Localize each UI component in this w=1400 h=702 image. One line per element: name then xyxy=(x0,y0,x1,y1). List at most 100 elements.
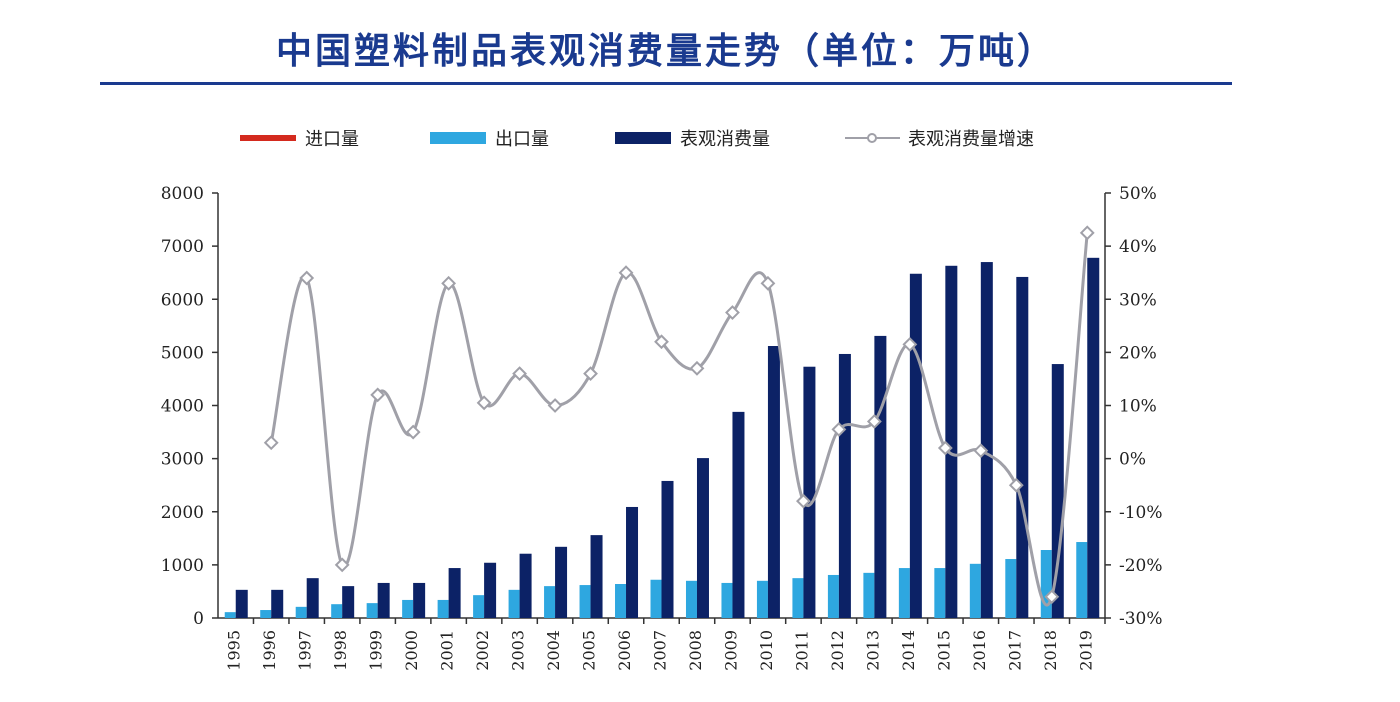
consumption-bar xyxy=(945,265,958,618)
consumption-bar xyxy=(874,335,887,618)
export-bar xyxy=(473,595,485,618)
growth-marker xyxy=(725,305,740,320)
growth-marker xyxy=(654,334,669,350)
export-bar xyxy=(437,599,449,618)
right-tick-label: 40% xyxy=(1119,237,1157,257)
legend-consumption-swatch xyxy=(615,132,671,144)
right-tick-label: 10% xyxy=(1119,397,1157,417)
growth-marker xyxy=(902,336,918,352)
consumption-bar xyxy=(980,262,993,618)
title-underline xyxy=(100,82,1232,85)
growth-marker xyxy=(583,366,598,382)
left-tick-label: 2000 xyxy=(161,503,204,523)
x-tick-label: 2015 xyxy=(934,630,953,671)
x-tick-label: 2013 xyxy=(863,630,882,671)
consumption-bar xyxy=(484,562,497,618)
right-tick-label: -10% xyxy=(1119,503,1163,523)
x-tick-label: 2019 xyxy=(1076,630,1095,671)
consumption-bar xyxy=(909,273,922,618)
right-tick-label: -30% xyxy=(1119,609,1163,629)
consumption-bar xyxy=(235,589,248,618)
consumption-bar xyxy=(1051,364,1064,618)
growth-marker xyxy=(370,387,386,403)
x-tick-label: 2000 xyxy=(402,630,421,671)
growth-marker xyxy=(299,270,315,286)
consumption-bar xyxy=(519,553,532,618)
export-bar xyxy=(650,579,662,618)
export-bar xyxy=(721,582,733,618)
x-tick-label: 2001 xyxy=(438,630,457,671)
consumption-bar xyxy=(626,506,639,618)
growth-marker xyxy=(831,421,847,437)
x-tick-label: 2012 xyxy=(828,630,847,671)
export-bar xyxy=(295,606,307,618)
growth-marker xyxy=(441,275,457,291)
right-tick-label: 0% xyxy=(1119,450,1146,470)
export-bar xyxy=(579,585,591,618)
consumption-bar xyxy=(696,458,709,618)
export-bar xyxy=(1040,550,1052,618)
x-tick-label: 1999 xyxy=(367,630,386,671)
export-bar xyxy=(1005,559,1017,618)
x-tick-label: 2009 xyxy=(721,630,740,671)
growth-marker xyxy=(476,395,492,411)
export-bar xyxy=(544,586,556,618)
left-tick-label: 5000 xyxy=(161,343,204,363)
export-bar xyxy=(827,574,839,618)
left-tick-label: 3000 xyxy=(161,450,204,470)
x-tick-label: 2010 xyxy=(757,630,776,671)
legend-growth-label: 表观消费量增速 xyxy=(908,129,1034,150)
x-tick-label: 1996 xyxy=(260,630,279,671)
growth-marker xyxy=(796,493,811,509)
consumption-bar xyxy=(803,366,816,618)
legend-export-swatch xyxy=(430,132,486,144)
x-tick-label: 2002 xyxy=(473,630,492,671)
consumption-bar xyxy=(555,546,568,618)
export-bar xyxy=(508,589,520,618)
x-tick-label: 2008 xyxy=(686,630,705,671)
consumption-bar xyxy=(271,589,284,618)
x-tick-label: 2016 xyxy=(970,630,989,671)
growth-marker xyxy=(1044,589,1060,605)
consumption-bar xyxy=(377,582,390,618)
export-bar xyxy=(366,603,378,618)
legend-export-label: 出口量 xyxy=(495,129,549,150)
x-tick-label: 2011 xyxy=(792,630,811,671)
consumption-bar xyxy=(661,480,674,618)
growth-marker xyxy=(512,366,527,382)
right-tick-label: 20% xyxy=(1119,343,1157,363)
right-tick-label: 30% xyxy=(1119,290,1157,310)
growth-marker xyxy=(263,435,279,451)
consumption-bar xyxy=(732,411,745,618)
legend-import-label: 进口量 xyxy=(305,129,359,150)
consumption-bar xyxy=(413,582,426,618)
export-bar xyxy=(934,568,946,618)
export-bar xyxy=(792,578,804,618)
consumption-bar xyxy=(306,578,319,618)
growth-marker xyxy=(405,424,421,440)
left-tick-label: 4000 xyxy=(161,397,204,417)
export-bar xyxy=(756,580,768,618)
x-tick-label: 2017 xyxy=(1005,630,1024,671)
x-tick-label: 2003 xyxy=(509,630,528,671)
left-tick-label: 8000 xyxy=(161,184,204,204)
consumption-bar xyxy=(448,568,461,618)
consumption-bar xyxy=(342,586,355,618)
x-tick-label: 2006 xyxy=(615,630,634,671)
x-tick-label: 1997 xyxy=(296,630,315,671)
legend-consumption-label: 表观消费量 xyxy=(680,129,770,150)
export-bar xyxy=(898,568,910,618)
consumption-bar xyxy=(767,346,780,618)
consumption-bar xyxy=(838,353,851,618)
growth-marker xyxy=(618,265,634,281)
export-bar xyxy=(863,572,875,618)
x-tick-label: 1998 xyxy=(331,630,350,671)
right-tick-label: 50% xyxy=(1119,184,1157,204)
growth-marker xyxy=(937,440,953,456)
x-tick-label: 2007 xyxy=(651,630,670,671)
left-tick-label: 0 xyxy=(193,609,204,629)
growth-marker xyxy=(760,275,776,291)
right-tick-label: -20% xyxy=(1119,556,1163,576)
growth-marker xyxy=(334,557,350,573)
